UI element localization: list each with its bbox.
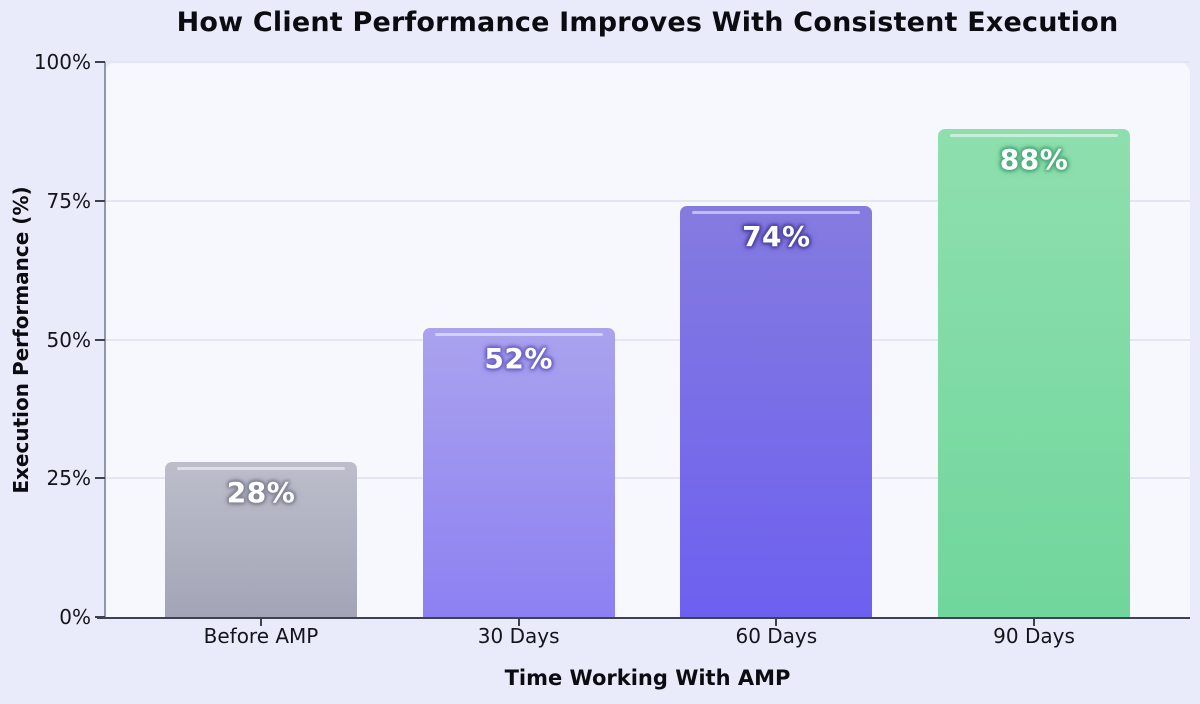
bar-60-days: 74% bbox=[680, 206, 873, 617]
bar-30-days: 52% bbox=[422, 328, 615, 617]
bar-90-days: 88% bbox=[938, 128, 1130, 617]
xtick-mark-before-amp bbox=[260, 618, 262, 626]
xtick-mark-60-days bbox=[775, 618, 778, 626]
gridline-100 bbox=[105, 61, 1190, 63]
ytick-mark-0 bbox=[95, 616, 105, 618]
bar-value-label-60-days: 74% bbox=[742, 220, 811, 254]
ytick-label-100: 100% bbox=[33, 50, 91, 74]
ytick-label-75: 75% bbox=[46, 188, 91, 213]
bar-before-amp: 28% bbox=[165, 461, 357, 617]
bar-top-highlight bbox=[950, 133, 1118, 137]
bar-value-label-before-amp: 28% bbox=[226, 475, 296, 509]
xtick-label-before-amp: Before AMP bbox=[203, 624, 319, 648]
bar-top-highlight bbox=[434, 333, 603, 337]
ytick-label-25: 25% bbox=[46, 466, 91, 491]
xtick-label-30-days: 30 Days bbox=[477, 624, 560, 648]
ytick-label-50: 50% bbox=[46, 327, 91, 352]
ytick-mark-100 bbox=[95, 61, 105, 63]
gridline-25 bbox=[105, 477, 1190, 480]
y-axis-line bbox=[104, 62, 106, 617]
ytick-mark-75 bbox=[95, 199, 105, 202]
gridline-50 bbox=[105, 338, 1190, 341]
ytick-mark-25 bbox=[95, 477, 105, 480]
xtick-mark-30-days bbox=[517, 618, 520, 626]
x-axis-line bbox=[97, 617, 1190, 619]
chart-title: How Client Performance Improves With Con… bbox=[176, 7, 1119, 38]
xtick-label-90-days: 90 Days bbox=[993, 624, 1075, 648]
plot-area: 28% 52% 74% 88% bbox=[97, 61, 1190, 619]
bar-value-label-30-days: 52% bbox=[484, 342, 553, 376]
bar-top-highlight bbox=[177, 466, 345, 470]
ytick-label-0: 0% bbox=[59, 605, 91, 629]
bar-value-label-90-days: 88% bbox=[999, 142, 1069, 176]
bar-top-highlight bbox=[692, 211, 861, 215]
ytick-mark-50 bbox=[95, 338, 105, 341]
gridline-75 bbox=[105, 199, 1190, 202]
xtick-mark-90-days bbox=[1033, 618, 1035, 626]
xtick-label-60-days: 60 Days bbox=[735, 624, 818, 648]
x-axis-label: Time Working With AMP bbox=[504, 666, 791, 690]
